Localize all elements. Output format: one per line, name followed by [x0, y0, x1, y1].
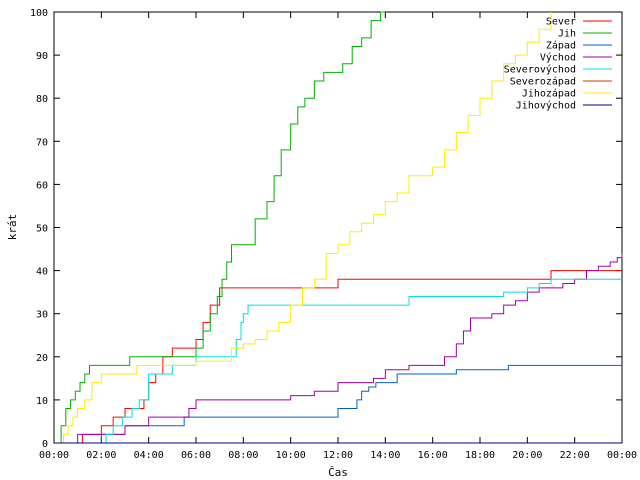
x-tick-label: 14:00 — [370, 450, 400, 461]
x-tick-label: 06:00 — [181, 450, 211, 461]
x-tick-label: 08:00 — [228, 450, 258, 461]
x-tick-label: 12:00 — [323, 450, 353, 461]
x-tick-label: 04:00 — [134, 450, 164, 461]
y-tick-label: 40 — [36, 267, 48, 278]
y-tick-label: 80 — [36, 94, 48, 105]
legend-label: Severozápad — [510, 76, 576, 88]
series-lines — [54, 11, 623, 444]
legend-label: Jihovýchod — [516, 100, 576, 112]
series-line-6 — [58, 12, 552, 444]
x-tick-label: 20:00 — [512, 450, 542, 461]
legend-label: Východ — [540, 52, 576, 64]
y-tick-label: 10 — [36, 396, 48, 407]
y-tick-label: 30 — [36, 310, 48, 321]
series-line-0 — [75, 270, 622, 444]
legend-label: Sever — [546, 17, 576, 28]
legend: SeverJihZápadVýchodSeverovýchodSeverozáp… — [504, 17, 612, 112]
x-tick-label: 00:00 — [39, 450, 69, 461]
y-tick-label: 100 — [30, 8, 48, 19]
y-tick-label: 20 — [36, 353, 48, 364]
y-tick-label: 90 — [36, 51, 48, 62]
series-line-4 — [98, 278, 622, 444]
series-line-1 — [56, 11, 386, 444]
legend-label: Západ — [546, 40, 576, 52]
legend-label: Jihozápad — [522, 88, 576, 100]
series-line-2 — [98, 364, 622, 444]
series-line-3 — [72, 253, 623, 444]
x-tick-label: 00:00 — [607, 450, 637, 461]
legend-label: Severovýchod — [504, 64, 576, 76]
y-tick-label: 70 — [36, 137, 48, 148]
legend-label: Jih — [558, 29, 576, 40]
y-axis-title: krát — [6, 214, 19, 241]
x-tick-label: 22:00 — [560, 450, 590, 461]
y-tick-label: 60 — [36, 180, 48, 191]
x-tick-label: 18:00 — [465, 450, 495, 461]
x-tick-label: 10:00 — [276, 450, 306, 461]
y-tick-label: 50 — [36, 224, 48, 235]
axis-ticks: 0 10 20 30 40 50 60 70 80 90 100 00:00 02:00 04:00 06:… — [30, 8, 637, 461]
x-tick-label: 16:00 — [418, 450, 448, 461]
y-tick-label: 0 — [42, 439, 48, 450]
x-tick-label: 02:00 — [86, 450, 116, 461]
x-axis-title: Čas — [328, 466, 348, 479]
